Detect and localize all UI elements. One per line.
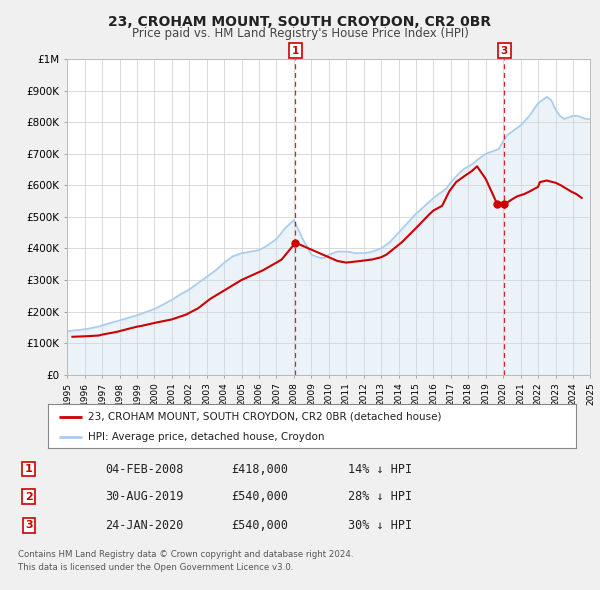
Text: 14% ↓ HPI: 14% ↓ HPI: [348, 463, 412, 476]
Text: 28% ↓ HPI: 28% ↓ HPI: [348, 490, 412, 503]
Text: HPI: Average price, detached house, Croydon: HPI: Average price, detached house, Croy…: [88, 432, 324, 442]
Text: This data is licensed under the Open Government Licence v3.0.: This data is licensed under the Open Gov…: [18, 563, 293, 572]
Text: £540,000: £540,000: [231, 490, 288, 503]
Text: 2: 2: [25, 492, 32, 502]
Text: 24-JAN-2020: 24-JAN-2020: [105, 519, 184, 532]
Text: 3: 3: [25, 520, 32, 530]
Text: 23, CROHAM MOUNT, SOUTH CROYDON, CR2 0BR (detached house): 23, CROHAM MOUNT, SOUTH CROYDON, CR2 0BR…: [88, 412, 441, 421]
Text: 23, CROHAM MOUNT, SOUTH CROYDON, CR2 0BR: 23, CROHAM MOUNT, SOUTH CROYDON, CR2 0BR: [109, 15, 491, 29]
Text: 30-AUG-2019: 30-AUG-2019: [105, 490, 184, 503]
Text: 1: 1: [292, 46, 299, 56]
Text: £540,000: £540,000: [231, 519, 288, 532]
Text: 30% ↓ HPI: 30% ↓ HPI: [348, 519, 412, 532]
Text: £418,000: £418,000: [231, 463, 288, 476]
Text: 3: 3: [501, 46, 508, 56]
Text: Contains HM Land Registry data © Crown copyright and database right 2024.: Contains HM Land Registry data © Crown c…: [18, 550, 353, 559]
Text: 1: 1: [25, 464, 32, 474]
Text: 04-FEB-2008: 04-FEB-2008: [105, 463, 184, 476]
Text: Price paid vs. HM Land Registry's House Price Index (HPI): Price paid vs. HM Land Registry's House …: [131, 27, 469, 40]
